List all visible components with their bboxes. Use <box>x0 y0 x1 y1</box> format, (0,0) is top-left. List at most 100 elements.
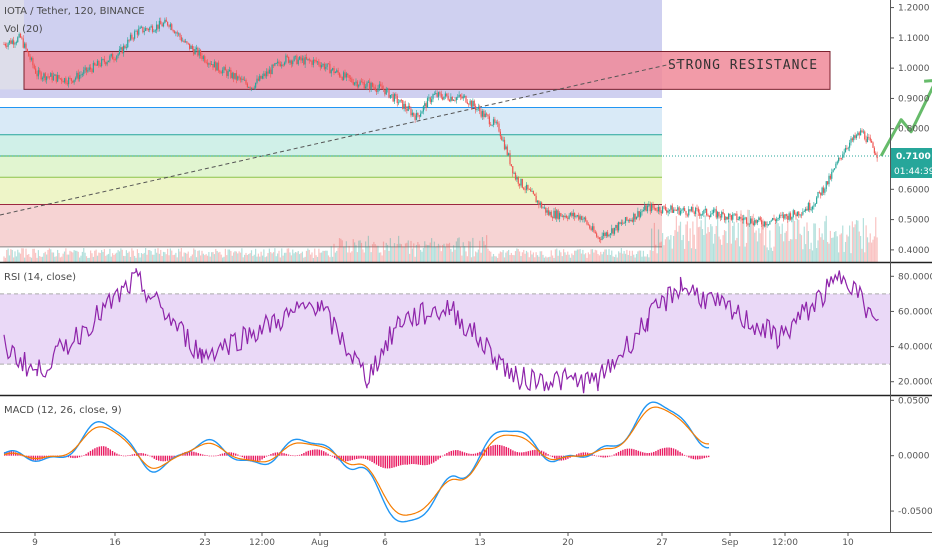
volume-bar <box>844 241 847 262</box>
candle-body <box>791 216 793 220</box>
volume-bar <box>420 249 422 262</box>
volume-bar <box>369 245 371 262</box>
candle-body <box>458 94 460 97</box>
time-axis[interactable]: 9 16 23 12:00 Aug 6 13 20 27 Sep 12:00 10 <box>32 532 854 548</box>
macd-hist-bar <box>100 446 103 456</box>
macd-hist-bar <box>318 449 320 456</box>
macd-hist-bar <box>545 452 547 456</box>
projection-arrow[interactable] <box>879 79 932 157</box>
volume-bar <box>576 249 578 262</box>
candle-body <box>470 100 473 107</box>
candle-body <box>179 33 181 38</box>
candle-body <box>341 77 343 81</box>
candle-body <box>454 100 456 101</box>
candle-body <box>143 30 145 33</box>
candle-body <box>576 215 578 217</box>
projection-arrowhead <box>924 79 932 92</box>
macd-hist-bar <box>551 455 554 458</box>
price-badge-value: 0.7100 <box>896 152 931 162</box>
candle-body <box>653 207 655 209</box>
candle-body <box>642 210 644 212</box>
macd-hist-bar <box>78 455 81 458</box>
candle-body <box>776 218 778 222</box>
candle-body <box>765 221 767 226</box>
volume-bar <box>63 251 66 262</box>
volume-bar <box>201 250 203 262</box>
rsi-label[interactable]: RSI (14, close) <box>4 272 76 283</box>
candle-body <box>228 69 231 72</box>
volume-bar <box>129 256 132 262</box>
volume-bar <box>813 223 815 262</box>
candle-body <box>575 216 577 218</box>
candle-body <box>154 30 156 32</box>
volume-bar <box>552 255 554 262</box>
volume-bar <box>404 243 407 262</box>
volume-bar <box>190 256 192 262</box>
volume-bar <box>333 243 335 262</box>
candle-body <box>528 189 530 190</box>
candle-body <box>437 92 440 97</box>
macd-hist-bar <box>351 455 353 461</box>
volume-bar <box>832 237 834 262</box>
symbol-label[interactable]: IOTA / Tether, 120, BINANCE <box>4 6 145 17</box>
volume-bar <box>208 252 210 262</box>
volume-bar <box>741 222 743 262</box>
candle-body <box>256 78 258 83</box>
resistance-zone[interactable] <box>23 50 831 90</box>
volume-bar <box>142 254 144 262</box>
candle-body <box>165 19 167 22</box>
rsi-tick-label: 80.0000 <box>898 272 932 282</box>
volume-bar <box>545 256 547 262</box>
macd-hist-bar <box>21 455 23 457</box>
volume-bar <box>770 247 772 262</box>
volume-bar <box>688 241 690 262</box>
volume-bar <box>351 251 353 262</box>
candle-body <box>87 69 89 72</box>
volume-bar <box>695 248 697 262</box>
candle-body <box>435 93 437 95</box>
volume-bar <box>495 256 497 262</box>
candle-body <box>267 71 269 74</box>
candle-body <box>787 215 789 220</box>
candle-body <box>431 99 433 103</box>
volume-bar <box>444 246 446 262</box>
macd-label[interactable]: MACD (12, 26, close, 9) <box>4 405 122 416</box>
volume-bar <box>630 255 632 262</box>
volume-bar <box>415 244 418 262</box>
candle-body <box>607 232 609 237</box>
price-badge <box>891 148 932 178</box>
candle-body <box>220 72 222 74</box>
candle-body <box>312 59 314 65</box>
volume-bar <box>105 255 107 262</box>
macd-hist-bar <box>155 455 158 461</box>
volume-bar <box>708 232 710 262</box>
macd-hist-bar <box>103 446 105 456</box>
candle-body <box>242 78 244 81</box>
candle-body <box>271 64 273 75</box>
candle-body <box>601 235 603 240</box>
candle-body <box>681 209 683 211</box>
volume-label[interactable]: Vol (20) <box>4 24 43 35</box>
candle-body <box>289 60 291 63</box>
volume-bar <box>725 231 727 262</box>
volume-bar <box>622 253 624 262</box>
volume-bar <box>325 250 327 262</box>
rsi-band <box>0 293 890 365</box>
candle-body <box>854 135 856 138</box>
candle-body <box>325 66 327 69</box>
candle-body <box>403 103 405 109</box>
time-tick-label: 23 <box>199 538 210 548</box>
candle-body <box>457 96 459 98</box>
candle-body <box>644 205 646 211</box>
volume-bar <box>648 257 650 262</box>
volume-bar <box>752 213 754 262</box>
candle-body <box>462 96 464 99</box>
candle-body <box>803 211 805 212</box>
volume-bar <box>624 253 627 262</box>
candle-body <box>275 63 277 64</box>
volume-bar <box>777 223 779 262</box>
volume-bar <box>714 233 716 262</box>
macd-hist-bar <box>74 455 76 459</box>
